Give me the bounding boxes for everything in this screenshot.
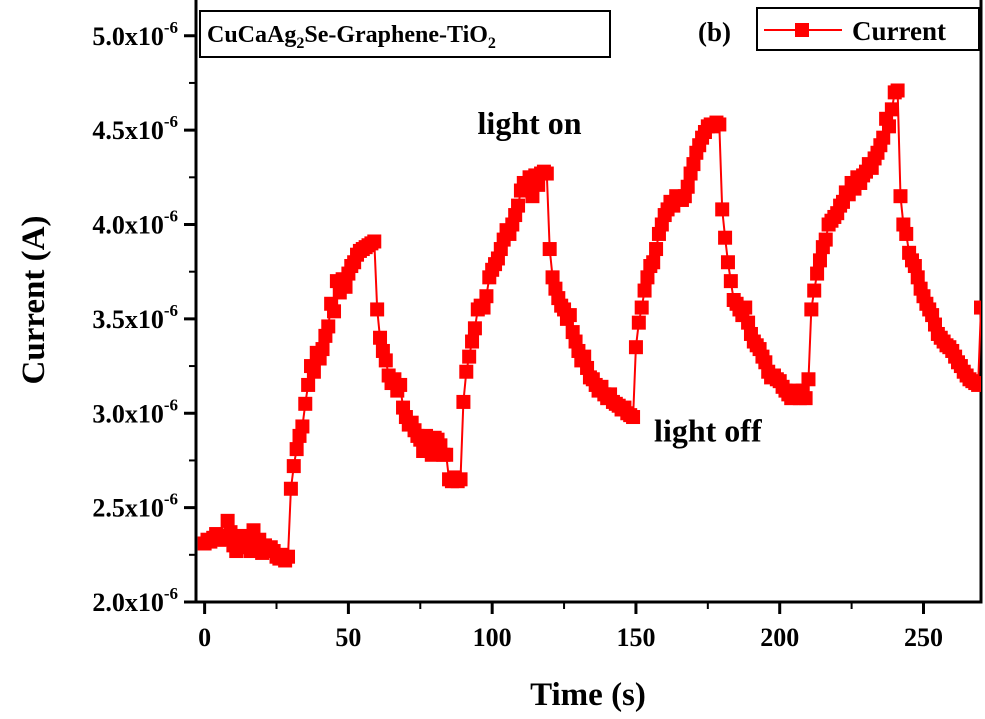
data-point bbox=[801, 372, 816, 387]
data-point bbox=[741, 315, 756, 330]
y-tick-label: 3.0x10-6 bbox=[92, 395, 178, 428]
data-point bbox=[306, 364, 321, 379]
annotation-light-off: light off bbox=[654, 413, 762, 449]
data-point bbox=[626, 410, 641, 425]
data-point bbox=[338, 279, 353, 294]
y-tick-label: 5.0x10-6 bbox=[92, 18, 178, 51]
data-point bbox=[465, 334, 480, 349]
data-point bbox=[718, 230, 733, 245]
series-layer bbox=[197, 83, 981, 568]
data-point bbox=[890, 83, 905, 98]
data-point bbox=[884, 102, 899, 117]
data-point bbox=[720, 255, 735, 270]
data-point bbox=[327, 304, 342, 319]
sample-label-box: CuCaAg2Se-Graphene-TiO2 bbox=[199, 10, 611, 58]
data-point bbox=[804, 302, 819, 317]
data-point bbox=[686, 157, 701, 172]
data-point bbox=[281, 549, 296, 564]
x-tick-label: 150 bbox=[616, 623, 655, 652]
x-tick-label: 50 bbox=[335, 623, 361, 652]
data-point bbox=[634, 300, 649, 315]
data-point bbox=[531, 177, 546, 192]
panel-label: (b) bbox=[698, 17, 731, 47]
data-point bbox=[315, 342, 330, 357]
data-point bbox=[910, 270, 925, 285]
plot-frame bbox=[194, 0, 983, 604]
data-point bbox=[907, 259, 922, 274]
data-point bbox=[462, 349, 477, 364]
data-point bbox=[631, 315, 646, 330]
data-point bbox=[453, 472, 468, 487]
data-point bbox=[562, 308, 577, 323]
data-point bbox=[479, 289, 494, 304]
data-point bbox=[723, 274, 738, 289]
data-point bbox=[637, 283, 652, 298]
data-point bbox=[640, 270, 655, 285]
data-point bbox=[321, 319, 336, 334]
data-point bbox=[810, 266, 825, 281]
data-point bbox=[289, 442, 304, 457]
data-point bbox=[712, 117, 727, 132]
data-point bbox=[456, 394, 471, 409]
data-point bbox=[876, 130, 891, 145]
data-point bbox=[295, 419, 310, 434]
data-point bbox=[649, 242, 664, 257]
data-point bbox=[807, 283, 822, 298]
data-point bbox=[899, 226, 914, 241]
sample-label: CuCaAg2Se-Graphene-TiO2 bbox=[207, 22, 496, 52]
y-tick-label: 3.5x10-6 bbox=[92, 301, 178, 334]
data-point bbox=[738, 300, 753, 315]
x-tick-label: 100 bbox=[473, 623, 512, 652]
data-point bbox=[283, 481, 298, 496]
data-point bbox=[525, 189, 540, 204]
data-point bbox=[467, 321, 482, 336]
data-point bbox=[715, 202, 730, 217]
y-tick-label: 2.5x10-6 bbox=[92, 490, 178, 523]
x-axis: 0 50 100 150 200 250 bbox=[198, 602, 943, 652]
x-axis-title: Time (s) bbox=[530, 677, 646, 713]
data-point bbox=[974, 300, 981, 315]
data-point bbox=[367, 234, 382, 249]
x-tick-label: 200 bbox=[760, 623, 799, 652]
data-point bbox=[818, 232, 833, 247]
data-point bbox=[542, 242, 557, 257]
legend-marker bbox=[795, 23, 809, 37]
data-point bbox=[680, 179, 695, 194]
y-tick-label: 4.5x10-6 bbox=[92, 112, 178, 145]
data-point bbox=[545, 270, 560, 285]
data-point bbox=[881, 119, 896, 134]
data-point bbox=[539, 166, 554, 181]
x-tick-label: 250 bbox=[904, 623, 943, 652]
data-point bbox=[301, 377, 316, 392]
data-point bbox=[971, 377, 981, 392]
data-point bbox=[370, 302, 385, 317]
data-point bbox=[286, 459, 301, 474]
data-point bbox=[798, 391, 813, 406]
data-point bbox=[378, 353, 393, 368]
data-point bbox=[511, 198, 526, 213]
annotation-light-on: light on bbox=[478, 105, 582, 141]
data-point bbox=[459, 364, 474, 379]
legend: Current bbox=[756, 7, 980, 51]
data-point bbox=[439, 447, 454, 462]
legend-label: Current bbox=[852, 16, 946, 46]
data-point bbox=[220, 513, 235, 528]
y-tick-label: 4.0x10-6 bbox=[92, 207, 178, 240]
y-tick-label: 2.0x10-6 bbox=[92, 584, 178, 617]
data-point bbox=[893, 189, 908, 204]
data-point bbox=[393, 377, 408, 392]
data-point bbox=[628, 340, 643, 355]
data-point bbox=[646, 255, 661, 270]
data-point bbox=[812, 253, 827, 268]
y-axis: 2.0x10-6 2.5x10-6 3.0x10-6 3.5x10-6 4.0x10-6… bbox=[92, 18, 196, 617]
data-point bbox=[577, 349, 592, 364]
y-axis-title: Current (A) bbox=[16, 216, 52, 385]
data-point bbox=[373, 330, 388, 345]
data-point bbox=[298, 396, 313, 411]
data-point bbox=[476, 300, 491, 315]
x-tick-label: 0 bbox=[198, 623, 211, 652]
